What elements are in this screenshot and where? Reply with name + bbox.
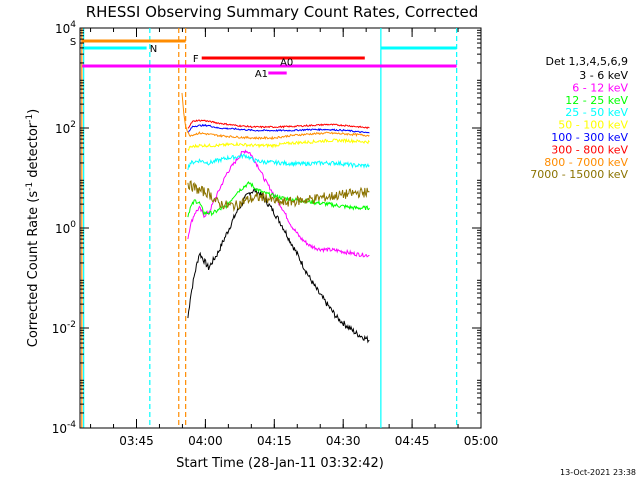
y-label-exp2: -1 <box>25 114 35 123</box>
y-label-main: Corrected Count Rate (s <box>26 191 41 348</box>
footer-timestamp: 13-Oct-2021 23:38 <box>560 468 636 477</box>
legend-header: Det 1,3,4,5,6,9 <box>545 55 628 68</box>
y-tick-base: 10 <box>55 122 70 136</box>
legend-entry: 800 - 7000 keV <box>544 156 628 169</box>
chart-title: RHESSI Observing Summary Count Rates, Co… <box>86 3 479 21</box>
legend-entry: 100 - 300 keV <box>551 131 628 144</box>
series-line <box>187 119 370 130</box>
series-lines <box>181 92 370 344</box>
x-tick-label: 04:00 <box>188 434 223 448</box>
x-axis-ticks: 03:45 04:00 04:15 04:30 04:45 05:00 <box>90 28 499 448</box>
y-tick-label: 10-4 <box>52 420 77 436</box>
y-tick-exponent: -4 <box>67 420 76 430</box>
y-tick-exponent: 4 <box>70 20 76 30</box>
y-axis-label: Corrected Count Rate (s-1 detector-1) <box>25 109 41 347</box>
y-label-end: ) <box>26 109 41 114</box>
x-tick-label: 04:45 <box>395 434 430 448</box>
flag-label-s: S <box>70 37 76 48</box>
legend-entry: 300 - 800 keV <box>551 143 628 156</box>
y-tick-base: 10 <box>52 322 67 336</box>
y-tick-label: 104 <box>55 20 76 36</box>
vertical-event-lines <box>81 28 458 428</box>
flag-label-a1: A1 <box>255 69 268 80</box>
legend-entry: 25 - 50 keV <box>565 106 628 119</box>
series-line <box>187 123 370 134</box>
x-tick-label: 04:15 <box>257 434 292 448</box>
legend-entry: 12 - 25 keV <box>565 94 628 107</box>
series-line <box>181 92 370 140</box>
legend-entry: 3 - 6 keV <box>579 69 628 82</box>
legend-entry: 7000 - 15000 keV <box>530 168 628 181</box>
flag-label-n: N <box>150 44 157 55</box>
flag-label-a0: A0 <box>280 58 293 69</box>
series-line <box>187 188 370 344</box>
x-tick-label: 03:45 <box>119 434 154 448</box>
legend-entry: 6 - 12 keV <box>572 81 628 94</box>
series-line <box>187 180 370 212</box>
y-tick-exponent: -2 <box>67 320 76 330</box>
legend-entry: 50 - 100 keV <box>558 119 628 132</box>
flag-bars: S N F A0 A1 <box>70 37 457 80</box>
y-tick-base: 10 <box>55 222 70 236</box>
series-line <box>187 181 370 218</box>
y-tick-base: 10 <box>55 22 70 36</box>
x-axis-label: Start Time (28-Jan-11 03:32:42) <box>176 456 384 471</box>
plot-frame <box>79 27 482 429</box>
flag-label-f: F <box>193 54 199 65</box>
x-tick-label: 04:30 <box>326 434 361 448</box>
series-line <box>187 137 370 152</box>
series-line <box>187 149 370 258</box>
y-tick-exponent: 0 <box>70 220 76 230</box>
y-tick-exponent: 2 <box>70 120 76 130</box>
y-tick-base: 10 <box>52 422 67 436</box>
plot-area-border <box>79 27 482 429</box>
y-tick-label: 102 <box>55 120 76 136</box>
y-tick-label: 10-2 <box>52 320 76 336</box>
y-label-mid: detector <box>26 122 41 182</box>
x-tick-label: 05:00 <box>464 434 499 448</box>
series-line <box>187 153 370 170</box>
y-tick-label: 100 <box>55 220 76 236</box>
y-label-exp1: -1 <box>25 182 35 191</box>
